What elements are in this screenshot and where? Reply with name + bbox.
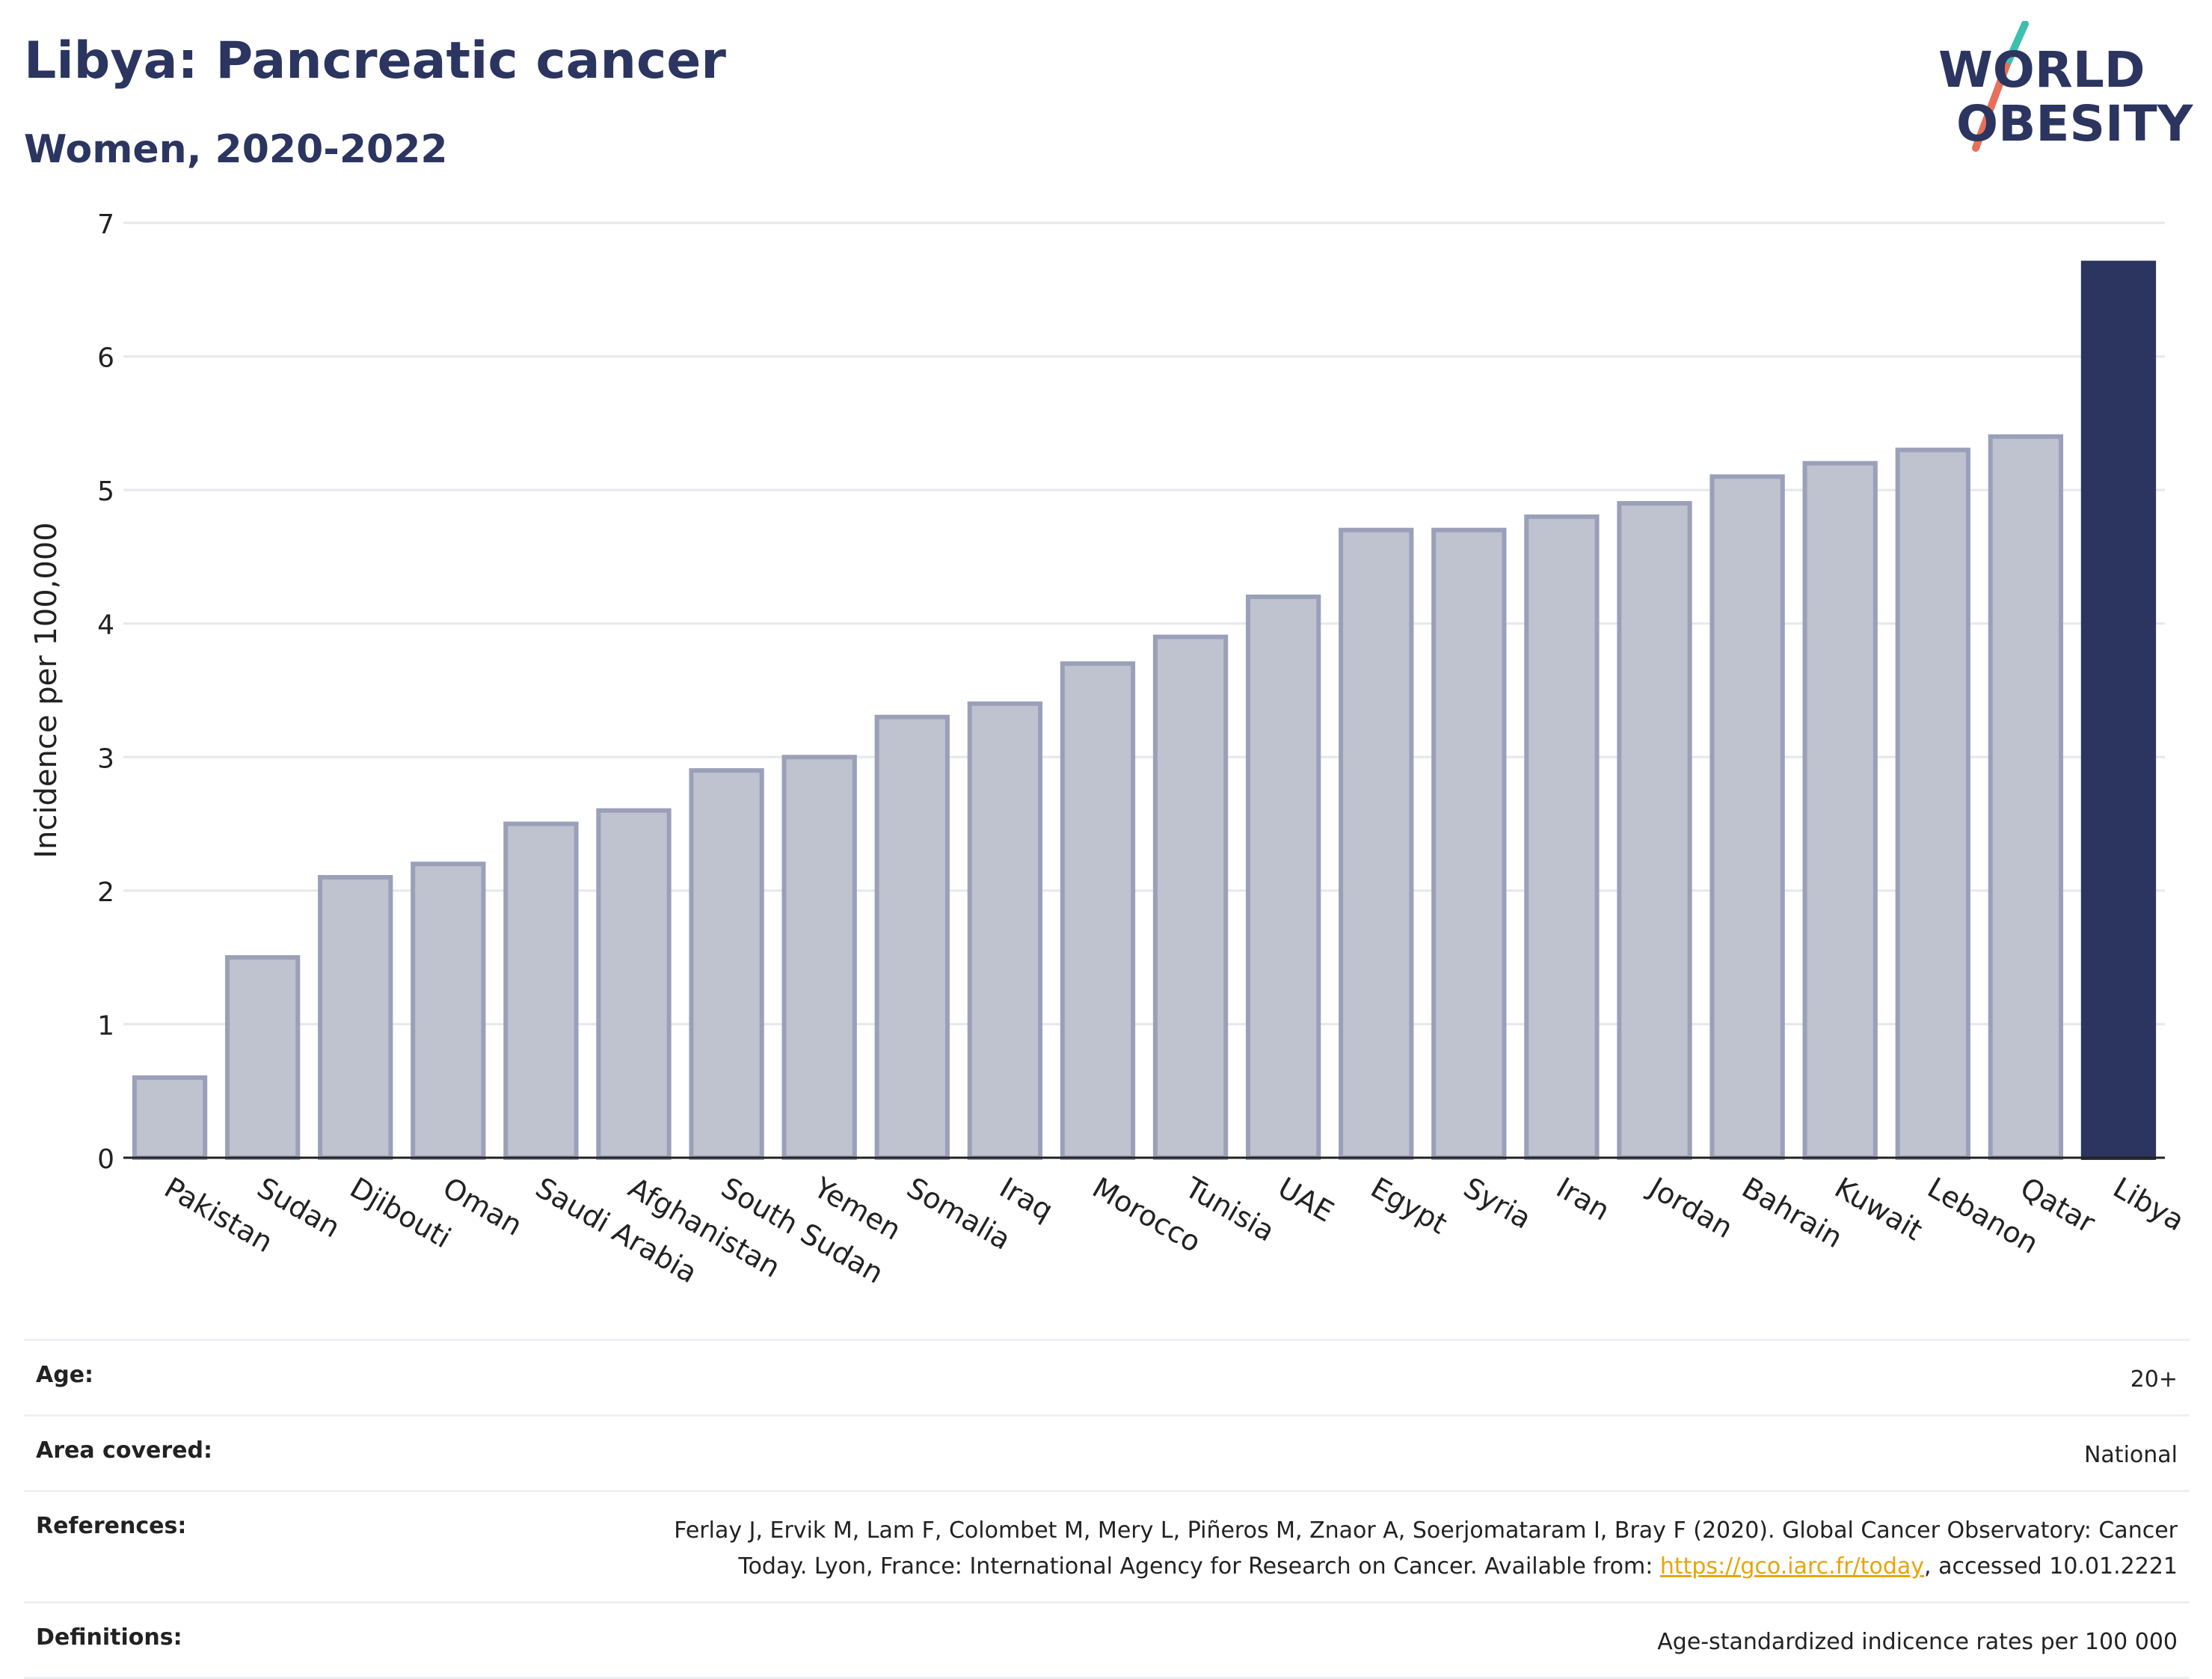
bar-djibouti [318,875,393,1160]
page-title: Libya: Pancreatic cancer [24,31,726,90]
x-tick-label: UAE [1273,1171,1339,1229]
bar-iran [1524,514,1600,1160]
bar-tunisia [1152,634,1229,1160]
references-value: Ferlay J, Ervik M, Lam F, Colombet M, Me… [645,1513,2178,1585]
bar-bahrain [1709,474,1785,1160]
references-text1: Ferlay J, Ervik M, Lam F, Colombet M, Me… [674,1517,2178,1580]
logo-line2: OBESITY [1956,95,2194,153]
area-label: Area covered: [36,1437,212,1464]
logo-line1: WORLD [1938,41,2145,99]
references-link[interactable]: https://gco.iarc.fr/today [1659,1553,1925,1580]
area-value: National [2083,1442,2178,1468]
bar-afghanistan [596,808,672,1160]
bar-uae [1245,595,1321,1160]
age-label: Age: [36,1362,94,1388]
bar-kuwait [1802,461,1878,1160]
x-tick-label: Bahrain [1736,1171,1848,1255]
bar-morocco [1060,661,1136,1160]
bar-yemen [781,755,857,1160]
info-row-area: Area covered: National [24,1414,2190,1490]
x-tick-label: Libya [2107,1171,2190,1238]
info-row-definitions: Definitions: Age-standardized indicence … [24,1601,2190,1679]
age-value: 20+ [2130,1366,2178,1393]
y-tick-labels: 0 1 2 3 4 5 6 7 [97,209,114,1175]
bar-sudan [224,955,301,1160]
x-tick-label: Egypt [1365,1171,1453,1241]
y-tick-label: 2 [97,877,114,908]
bar-syria [1431,527,1507,1160]
y-tick-label: 7 [97,209,114,240]
logo-slash-bottom [1972,62,2010,152]
definitions-label: Definitions: [36,1624,182,1651]
bar-south-sudan [689,768,764,1160]
bar-libya [2080,260,2157,1161]
x-tick-label: Jordan [1642,1170,1738,1245]
page-subtitle: Women, 2020-2022 [24,127,448,172]
definitions-value: Age-standardized indicence rates per 100… [1657,1629,2178,1655]
x-tick-label: Djibouti [345,1171,457,1255]
x-tick-label: Iran [1551,1171,1615,1227]
x-tick-label: Somalia [901,1171,1016,1256]
x-tick-label: Kuwait [1829,1171,1928,1247]
y-tick-label: 4 [97,610,114,641]
info-row-references: References: Ferlay J, Ervik M, Lam F, Co… [24,1490,2190,1601]
x-tick-label: Syria [1458,1171,1537,1236]
bar-jordan [1617,501,1692,1160]
y-tick-label: 0 [97,1144,114,1175]
references-text2: , accessed 10.01.2221 [1924,1553,2178,1580]
references-label: References: [36,1513,187,1539]
bar-lebanon [1895,447,1970,1160]
y-tick-label: 3 [97,743,114,774]
bar-somalia [874,714,950,1160]
y-tick-label: 6 [97,343,114,374]
info-row-age: Age: 20+ [24,1339,2190,1414]
y-tick-label: 5 [97,476,114,507]
bar-saudi-arabia [503,821,579,1160]
bar-oman [411,862,486,1160]
bar-iraq [967,701,1043,1160]
logo-slash-top [2003,21,2029,70]
x-tick-label: Iraq [994,1171,1058,1227]
bar-egypt [1339,527,1414,1160]
y-axis-label: Incidence per 100,000 [29,522,64,859]
bar-pakistan [132,1075,208,1161]
info-table: Age: 20+ Area covered: National Referenc… [24,1339,2190,1679]
y-tick-label: 1 [97,1010,114,1041]
world-obesity-logo: WORLD OBESITY [1938,21,2194,153]
bars [132,260,2157,1161]
bar-qatar [1988,434,2064,1160]
